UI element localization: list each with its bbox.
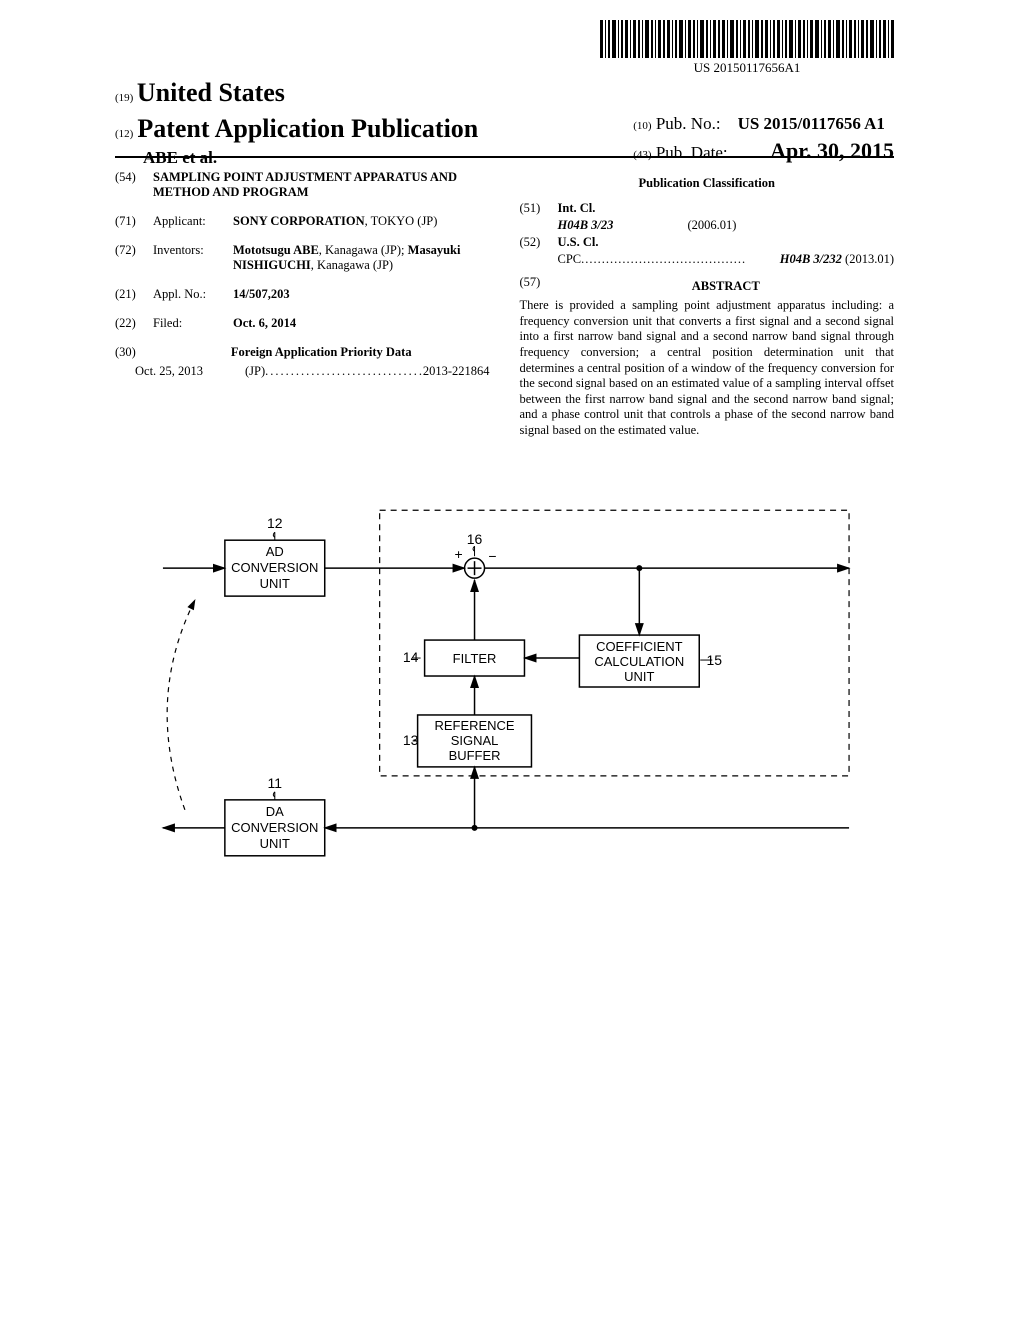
svg-text:AD: AD xyxy=(266,544,284,559)
ref-14: 14 xyxy=(403,649,419,665)
barcode xyxy=(600,20,894,58)
int-cl-code: H04B 3/23 xyxy=(558,218,688,233)
pub-no: US 2015/0117656 A1 xyxy=(738,114,885,133)
applicant-label: Applicant: xyxy=(153,214,233,229)
svg-text:BUFFER: BUFFER xyxy=(449,748,501,763)
svg-text:DA: DA xyxy=(266,804,284,819)
filter-block: 14 FILTER xyxy=(403,640,525,676)
filed-num: (22) xyxy=(115,316,153,331)
ref-12: 12 xyxy=(267,515,283,531)
plus-sign: + xyxy=(454,546,462,562)
header-rule xyxy=(115,156,894,158)
cpc-code: H04B 3/232 xyxy=(780,252,842,266)
priority-cc: (JP) xyxy=(245,364,265,379)
bibliographic-data: (54) SAMPLING POINT ADJUSTMENT APPARATUS… xyxy=(115,170,894,439)
ad-conversion-block: 12 AD CONVERSION UNIT xyxy=(225,515,325,596)
filed-date: Oct. 6, 2014 xyxy=(233,316,490,331)
applicant-num: (71) xyxy=(115,214,153,229)
barcode-region: US 20150117656A1 xyxy=(600,20,894,76)
feedback-dashed-arrow xyxy=(167,600,195,810)
pub-date-prefix: (43) xyxy=(633,149,651,161)
cpc-dots: ........................................ xyxy=(581,252,780,267)
us-cl-label: U.S. Cl. xyxy=(558,235,599,250)
summer-node: 16 + − xyxy=(454,531,496,578)
priority-date: Oct. 25, 2013 xyxy=(135,364,245,379)
ref-16: 16 xyxy=(467,531,483,547)
biblio-left-col: (54) SAMPLING POINT ADJUSTMENT APPARATUS… xyxy=(115,170,490,439)
coeff-calc-block: 15 COEFFICIENT CALCULATION UNIT xyxy=(579,635,722,687)
abstract-body: There is provided a sampling point adjus… xyxy=(520,298,895,439)
classification-head: Publication Classification xyxy=(520,176,895,191)
header: (19) United States (12) Patent Applicati… xyxy=(115,78,894,168)
abstract-head: ABSTRACT xyxy=(558,279,895,294)
int-cl-label: Int. Cl. xyxy=(558,201,596,216)
cpc-label: CPC xyxy=(558,252,582,267)
ref-buffer-block: 13 REFERENCE SIGNAL BUFFER xyxy=(403,715,532,767)
svg-text:UNIT: UNIT xyxy=(624,669,654,684)
pub-date-label: Pub. Date: xyxy=(656,143,728,162)
pub-date: Apr. 30, 2015 xyxy=(770,138,894,163)
ref-13: 13 xyxy=(403,732,419,748)
invention-title: SAMPLING POINT ADJUSTMENT APPARATUS AND … xyxy=(153,170,490,200)
inventors-label: Inventors: xyxy=(153,243,233,273)
priority-dots: .................................. xyxy=(265,364,423,379)
cpc-date: (2013.01) xyxy=(845,252,894,266)
svg-text:CALCULATION: CALCULATION xyxy=(594,654,684,669)
int-cl-date: (2006.01) xyxy=(688,218,737,233)
pub-type: Patent Application Publication xyxy=(137,114,478,143)
svg-text:SIGNAL: SIGNAL xyxy=(451,733,499,748)
svg-text:UNIT: UNIT xyxy=(260,836,290,851)
svg-text:REFERENCE: REFERENCE xyxy=(435,718,515,733)
priority-head: Foreign Application Priority Data xyxy=(153,345,490,360)
svg-text:CONVERSION: CONVERSION xyxy=(231,560,318,575)
applicant-loc: , TOKYO (JP) xyxy=(365,214,438,228)
inventors-num: (72) xyxy=(115,243,153,273)
applicant-name: SONY CORPORATION xyxy=(233,214,365,228)
svg-text:FILTER: FILTER xyxy=(453,651,497,666)
pub-type-prefix: (12) xyxy=(115,128,133,140)
priority-num: (30) xyxy=(115,345,153,360)
inventors-names: Mototsugu ABE, Kanagawa (JP); Masayuki N… xyxy=(233,243,460,272)
svg-text:COEFFICIENT: COEFFICIENT xyxy=(596,639,683,654)
us-cl-num: (52) xyxy=(520,235,558,250)
da-conversion-block: 11 DA CONVERSION UNIT xyxy=(225,775,325,856)
filed-label: Filed: xyxy=(153,316,233,331)
block-diagram: 12 AD CONVERSION UNIT 11 DA CONVERSION U… xyxy=(115,490,894,890)
authority-prefix: (19) xyxy=(115,92,133,104)
priority-no: 2013-221864 xyxy=(423,364,490,379)
svg-text:UNIT: UNIT xyxy=(260,576,290,591)
biblio-right-col: Publication Classification (51) Int. Cl.… xyxy=(520,170,895,439)
appl-no: 14/507,203 xyxy=(233,287,490,302)
authority: United States xyxy=(137,78,285,107)
int-cl-num: (51) xyxy=(520,201,558,216)
authority-line: (19) United States xyxy=(115,78,894,108)
svg-text:CONVERSION: CONVERSION xyxy=(231,820,318,835)
abstract-num: (57) xyxy=(520,275,558,298)
title-num: (54) xyxy=(115,170,153,200)
pub-no-prefix: (10) xyxy=(633,120,651,132)
minus-sign: − xyxy=(488,548,496,564)
barcode-number: US 20150117656A1 xyxy=(600,60,894,76)
appl-label: Appl. No.: xyxy=(153,287,233,302)
pub-no-label: Pub. No.: xyxy=(656,114,721,133)
ref-11: 11 xyxy=(268,775,283,791)
appl-num-prefix: (21) xyxy=(115,287,153,302)
